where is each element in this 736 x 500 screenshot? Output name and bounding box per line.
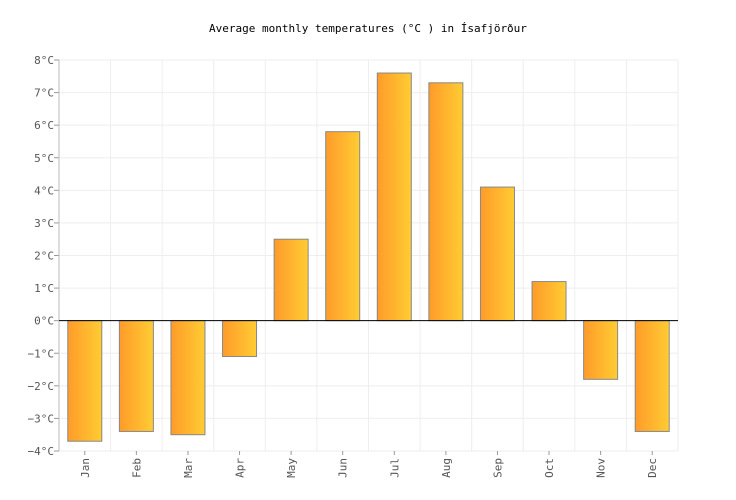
- x-tick-label: Dec: [646, 458, 659, 478]
- y-tick-label: −1°C: [28, 347, 55, 360]
- x-tick-label: Jul: [388, 458, 401, 478]
- bar-feb: [118, 320, 154, 432]
- y-tick-label: −2°C: [28, 380, 55, 393]
- x-tick-label: May: [285, 458, 298, 478]
- bar-sep: [479, 186, 515, 322]
- y-tick-label: 5°C: [34, 152, 54, 165]
- bar-jun: [325, 131, 361, 322]
- x-tick-label: Sep: [491, 458, 504, 478]
- y-tick-label: 1°C: [34, 282, 54, 295]
- y-tick-label: 3°C: [34, 217, 54, 230]
- x-tick-label: Mar: [182, 458, 195, 478]
- bar-dec: [634, 320, 670, 432]
- y-tick-label: 6°C: [34, 119, 54, 132]
- bar-may: [273, 238, 309, 322]
- bar-aug: [428, 82, 464, 322]
- x-tick-label: Nov: [595, 458, 608, 478]
- bar-oct: [531, 281, 567, 322]
- y-tick-label: 0°C: [34, 315, 54, 328]
- x-tick-label: Jun: [337, 458, 350, 478]
- x-tick-label: Apr: [234, 458, 247, 478]
- y-tick-label: 2°C: [34, 250, 54, 263]
- y-tick-label: −3°C: [28, 412, 55, 425]
- chart-title: Average monthly temperatures (°C ) in Ís…: [209, 22, 527, 35]
- y-tick-label: 7°C: [34, 87, 54, 100]
- bar-apr: [222, 320, 258, 358]
- bar-jan: [67, 320, 103, 442]
- x-tick-label: Aug: [440, 458, 453, 478]
- y-tick-label: 8°C: [34, 54, 54, 67]
- bar-jul: [376, 72, 412, 322]
- bar-mar: [170, 320, 206, 436]
- x-tick-label: Oct: [543, 458, 556, 478]
- bar-nov: [583, 320, 619, 380]
- y-tick-label: 4°C: [34, 184, 54, 197]
- x-tick-label: Feb: [130, 458, 143, 478]
- x-tick-label: Jan: [79, 458, 92, 478]
- y-tick-label: −4°C: [28, 445, 55, 458]
